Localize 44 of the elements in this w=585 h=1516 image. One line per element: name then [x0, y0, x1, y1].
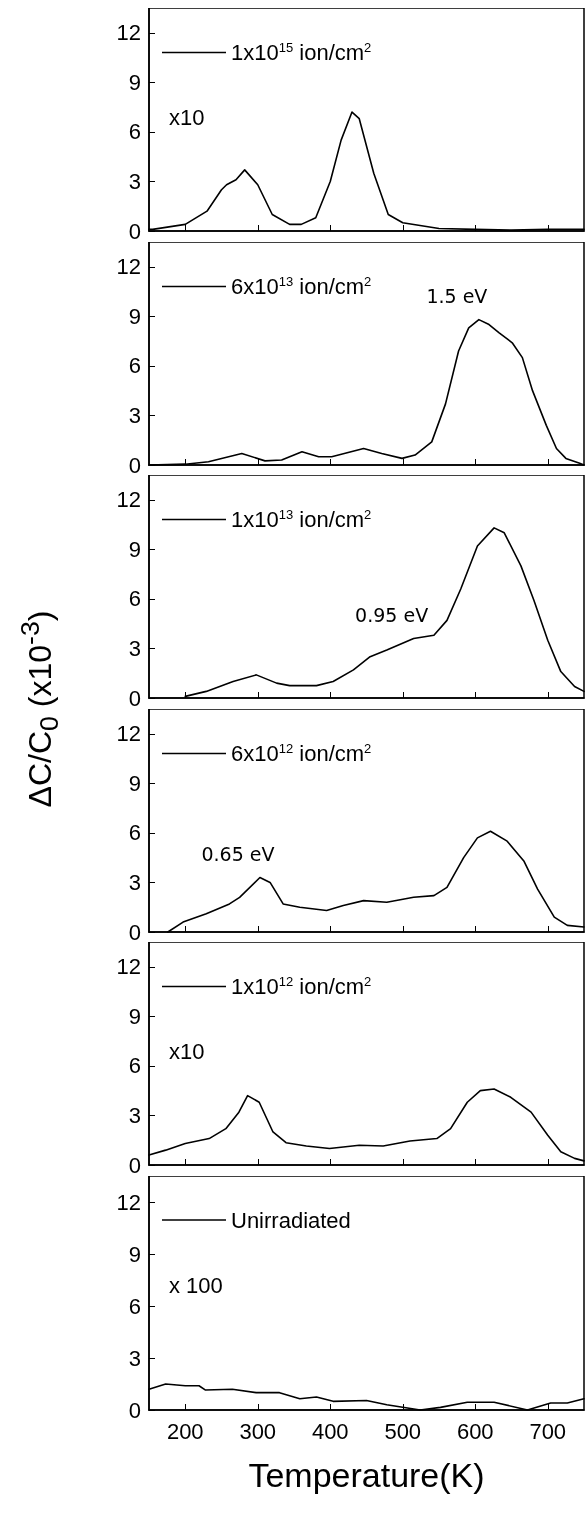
x-tick-label: 500 — [384, 1418, 422, 1443]
y-tick-label: 6 — [128, 1293, 141, 1318]
y-tick-label: 12 — [116, 720, 141, 746]
y-tick-label: 3 — [128, 1345, 141, 1370]
annotation: x10 — [169, 104, 205, 130]
y-tick-label: 12 — [116, 487, 141, 513]
y-tick-label: 9 — [128, 303, 141, 329]
x-tick-label: 700 — [529, 1418, 567, 1443]
x-tick-label: 300 — [239, 1418, 277, 1443]
y-tick-label: 3 — [128, 869, 141, 895]
y-tick-label: 9 — [128, 1241, 141, 1266]
x-tick-label: 400 — [311, 1418, 349, 1443]
y-tick-label: 12 — [116, 253, 141, 279]
x-axis-title: Temperature(K) — [248, 1455, 485, 1494]
y-tick-label: 3 — [128, 1102, 141, 1128]
y-tick-label: 6 — [128, 586, 141, 612]
x-tick-label: 600 — [456, 1418, 494, 1443]
y-tick-label: 9 — [128, 1003, 141, 1029]
y-tick-label: 0 — [128, 1397, 141, 1422]
y-tick-label: 0 — [128, 1152, 141, 1178]
y-tick-label: 6 — [128, 1053, 141, 1079]
y-tick-label: 6 — [128, 119, 141, 145]
y-tick-label: 0 — [128, 685, 141, 711]
y-tick-label: 3 — [128, 635, 141, 661]
y-tick-label: 3 — [128, 168, 141, 194]
annotation: x10 — [169, 1038, 205, 1064]
y-tick-label: 9 — [128, 770, 141, 796]
legend-label: Unirradiated — [231, 1207, 351, 1232]
y-tick-label: 9 — [128, 69, 141, 95]
y-tick-label: 6 — [128, 819, 141, 845]
y-tick-label: 0 — [128, 452, 141, 477]
y-tick-label: 6 — [128, 352, 141, 378]
annotation: 0.95 eV — [355, 604, 429, 627]
y-tick-label: 12 — [116, 954, 141, 980]
y-tick-label: 0 — [128, 919, 141, 944]
y-tick-label: 12 — [116, 20, 141, 46]
y-tick-label: 3 — [128, 402, 141, 428]
y-tick-label: 12 — [116, 1189, 141, 1214]
annotation: 1.5 eV — [426, 284, 488, 307]
y-tick-label: 9 — [128, 536, 141, 562]
y-tick-label: 0 — [128, 218, 141, 244]
annotation: 0.65 eV — [201, 842, 275, 865]
x-tick-label: 200 — [166, 1418, 204, 1443]
annotation: x 100 — [169, 1272, 223, 1298]
